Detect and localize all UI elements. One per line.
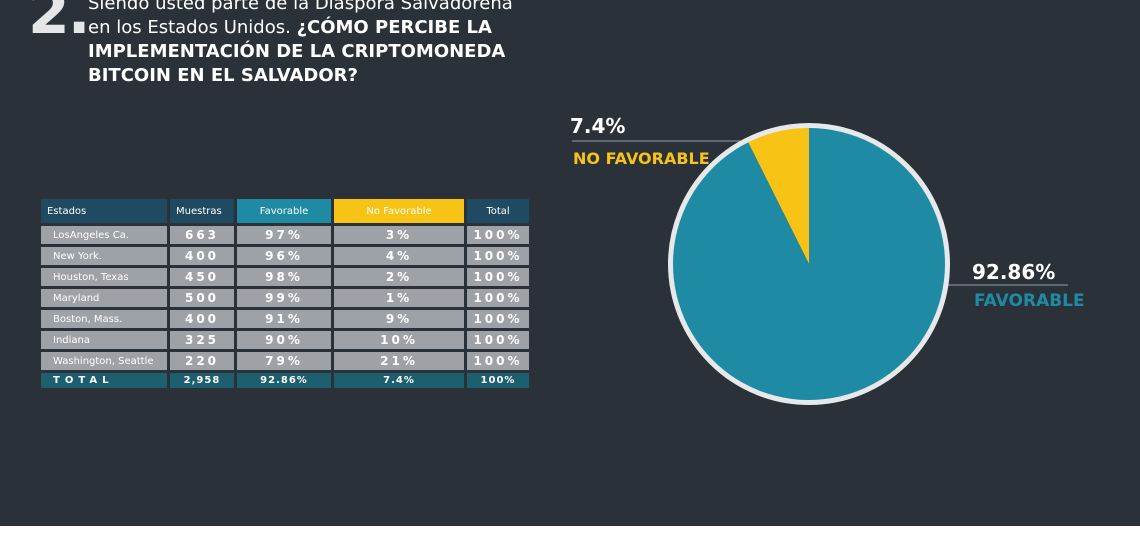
cell-no-favorable: 21% <box>334 352 464 370</box>
cell-muestras: 400 <box>170 310 234 328</box>
cell-favorable: 98% <box>237 268 331 286</box>
slice-label-favorable-name: FAVORABLE <box>974 291 1085 311</box>
pie-rim <box>668 123 950 405</box>
total-label: TOTAL <box>41 373 167 388</box>
cell-no-favorable: 2% <box>334 268 464 286</box>
question-line-3: IMPLEMENTACIÓN DE LA CRIPTOMONEDA <box>88 41 506 62</box>
header-favorable: Favorable <box>237 199 331 223</box>
cell-favorable: 90% <box>237 331 331 349</box>
cell-favorable: 91% <box>237 310 331 328</box>
header-no-favorable: No Favorable <box>334 199 464 223</box>
slice-label-favorable-percent: 92.86% <box>972 260 1056 284</box>
cell-total: 100% <box>467 289 529 307</box>
question-line-2-bold: ¿CÓMO PERCIBE LA <box>296 17 492 38</box>
cell-estado: Maryland <box>41 289 167 307</box>
cell-muestras: 500 <box>170 289 234 307</box>
cell-estado: Washington, Seattle <box>41 352 167 370</box>
table-total-row: TOTAL 2,958 92.86% 7.4% 100% <box>41 373 529 388</box>
header-total: Total <box>467 199 529 223</box>
table-row: Boston, Mass. 400 91% 9% 100% <box>41 310 529 328</box>
cell-muestras: 450 <box>170 268 234 286</box>
cell-favorable: 99% <box>237 289 331 307</box>
total-total: 100% <box>467 373 529 388</box>
cell-estado: Boston, Mass. <box>41 310 167 328</box>
question-line-4: BITCOIN EN EL SALVADOR? <box>88 65 358 86</box>
header-muestras: Muestras <box>170 199 234 223</box>
question-line-2-light: en los Estados Unidos. <box>88 17 291 38</box>
bottom-strip <box>0 526 1140 540</box>
cell-estado: New York. <box>41 247 167 265</box>
cell-total: 100% <box>467 226 529 244</box>
cell-muestras: 663 <box>170 226 234 244</box>
pie-slices <box>673 128 946 400</box>
cell-no-favorable: 4% <box>334 247 464 265</box>
cell-no-favorable: 3% <box>334 226 464 244</box>
cell-total: 100% <box>467 352 529 370</box>
cell-favorable: 97% <box>237 226 331 244</box>
cell-total: 100% <box>467 268 529 286</box>
cell-estado: LosAngeles Ca. <box>41 226 167 244</box>
cell-total: 100% <box>467 310 529 328</box>
table-row: New York. 400 96% 4% 100% <box>41 247 529 265</box>
pie-slice-no-favorable <box>748 128 809 264</box>
cell-no-favorable: 9% <box>334 310 464 328</box>
cell-muestras: 220 <box>170 352 234 370</box>
question-number: 2. <box>28 0 91 48</box>
cell-total: 100% <box>467 247 529 265</box>
total-muestras: 2,958 <box>170 373 234 388</box>
results-table: Estados Muestras Favorable No Favorable … <box>38 196 532 391</box>
cell-muestras: 325 <box>170 331 234 349</box>
pie-slice-favorable <box>673 128 946 400</box>
cell-estado: Indiana <box>41 331 167 349</box>
cell-total: 100% <box>467 331 529 349</box>
total-favorable: 92.86% <box>237 373 331 388</box>
question-line-1: Siendo usted parte de la Diaspora Salvad… <box>88 0 513 14</box>
table-row: Indiana 325 90% 10% 100% <box>41 331 529 349</box>
question-text: Siendo usted parte de la Diaspora Salvad… <box>88 0 548 88</box>
table-row: LosAngeles Ca. 663 97% 3% 100% <box>41 226 529 244</box>
slice-label-no-favorable-name: NO FAVORABLE <box>573 149 710 168</box>
slice-label-no-favorable-percent: 7.4% <box>570 114 626 138</box>
table-row: Houston, Texas 450 98% 2% 100% <box>41 268 529 286</box>
table-row: Maryland 500 99% 1% 100% <box>41 289 529 307</box>
table-row: Washington, Seattle 220 79% 21% 100% <box>41 352 529 370</box>
cell-no-favorable: 1% <box>334 289 464 307</box>
cell-no-favorable: 10% <box>334 331 464 349</box>
cell-estado: Houston, Texas <box>41 268 167 286</box>
cell-favorable: 79% <box>237 352 331 370</box>
header-estados: Estados <box>41 199 167 223</box>
table-header-row: Estados Muestras Favorable No Favorable … <box>41 199 529 223</box>
cell-favorable: 96% <box>237 247 331 265</box>
total-no-favorable: 7.4% <box>334 373 464 388</box>
cell-muestras: 400 <box>170 247 234 265</box>
